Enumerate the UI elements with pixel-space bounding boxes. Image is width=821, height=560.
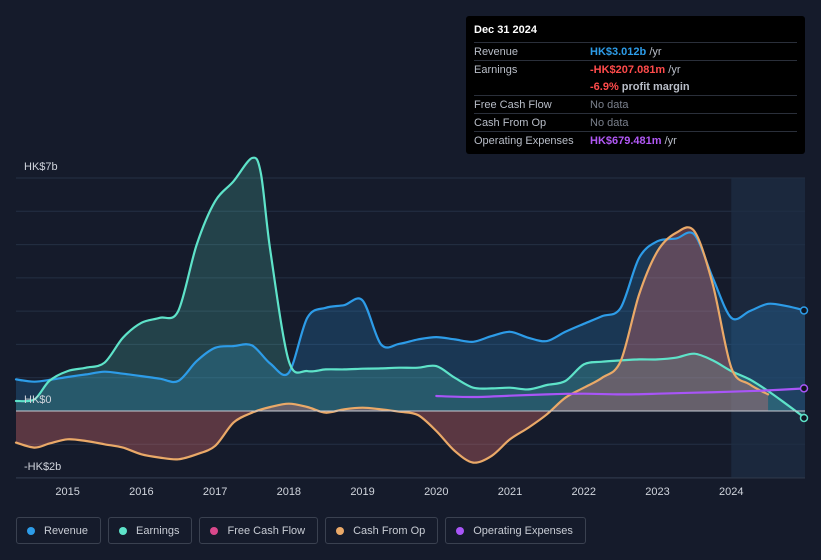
legend-item-operating-expenses[interactable]: Operating Expenses [445,517,586,544]
x-tick-label: 2022 [572,486,596,498]
tooltip-row-profit-margin: -6.9% profit margin [474,78,797,95]
y-axis-label-zero: HK$0 [24,394,52,406]
tooltip-label: Free Cash Flow [474,98,552,111]
x-axis-ticks: 2015 2016 2017 2018 2019 2020 2021 2022 2023 2024 [55,486,743,498]
tooltip-row-revenue: Revenue HK$3.012b /yr [474,42,797,60]
operating-expenses-line [435,387,807,399]
legend-item-revenue[interactable]: Revenue [16,517,102,544]
x-tick-label: 2019 [350,486,374,498]
forecast-region [731,178,805,478]
legend-item-cash-from-op[interactable]: Cash From Op [325,517,439,544]
tooltip-row-earnings: Earnings -HK$207.081m /yr [474,60,797,78]
earnings-end-marker [799,413,809,423]
legend-label: Earnings [136,524,180,537]
tooltip-row-cash-from-op: Cash From Op No data [474,113,797,131]
legend-item-free-cash-flow[interactable]: Free Cash Flow [199,517,319,544]
revenue-area [16,232,805,411]
revenue-line [14,231,807,384]
tooltip-date: Dec 31 2024 [474,24,537,36]
tooltip-row-free-cash-flow: Free Cash Flow No data [474,95,797,113]
x-tick-label: 2016 [129,486,153,498]
tooltip-suffix: /yr [665,63,681,76]
x-tick-label: 2018 [277,486,301,498]
tooltip-value: HK$3.012b [590,45,647,58]
tooltip-suffix: /yr [661,134,677,147]
legend-label: Free Cash Flow [227,524,306,537]
y-axis-label-top: HK$7b [24,161,58,173]
revenue-end-marker [799,306,809,315]
data-tooltip: Dec 31 2024 Revenue HK$3.012b /yr Earnin… [466,16,805,154]
legend-dot-icon [456,526,465,535]
legend-label: Revenue [44,524,89,537]
x-tick-label: 2024 [719,486,743,498]
legend-label: Cash From Op [353,524,426,537]
earnings-area [16,157,805,418]
x-tick-label: 2017 [203,486,227,498]
legend-dot-icon [210,526,219,535]
legend-label: Operating Expenses [473,524,573,537]
series-areas [16,157,805,463]
end-markers [799,306,809,423]
operating-expenses-end-marker [799,384,809,393]
earnings-line [14,156,807,420]
legend-dot-icon [336,526,345,535]
tooltip-label: Revenue [474,45,519,58]
tooltip-suffix: /yr [646,45,662,58]
legend-item-earnings[interactable]: Earnings [108,517,193,544]
x-tick-label: 2015 [55,486,79,498]
tooltip-suffix: profit margin [618,80,690,93]
x-tick-label: 2021 [498,486,522,498]
chart-legend: Revenue Earnings Free Cash Flow Cash Fro… [16,517,586,544]
tooltip-value: -HK$207.081m [590,63,666,76]
x-tick-label: 2023 [645,486,669,498]
legend-dot-icon [119,526,128,535]
series-lines [14,156,807,479]
cash-from-op-area [16,227,769,463]
tooltip-label: Cash From Op [474,116,547,129]
tooltip-label: Operating Expenses [474,134,574,147]
y-axis-label-bottom: -HK$2b [24,461,61,473]
x-tick-label: 2020 [424,486,448,498]
tooltip-value: HK$679.481m [590,134,662,147]
tooltip-value: No data [590,116,629,129]
tooltip-label: Earnings [474,63,518,76]
tooltip-value: -6.9% [590,80,619,93]
legend-dot-icon [27,526,35,535]
tooltip-value: No data [590,98,629,111]
tooltip-row-operating-expenses: Operating Expenses HK$679.481m /yr [474,131,797,149]
